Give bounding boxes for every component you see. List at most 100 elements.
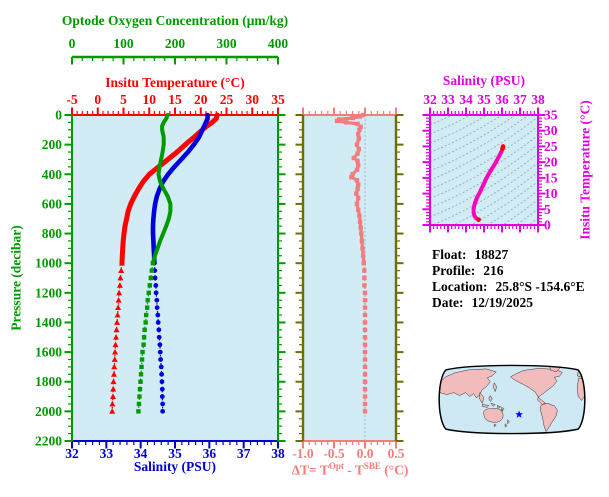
data-marker xyxy=(355,186,360,192)
data-marker xyxy=(362,342,368,347)
delta-label-prefix: ΔT= T xyxy=(291,462,329,478)
data-marker xyxy=(111,356,118,362)
data-marker xyxy=(362,349,368,355)
data-marker xyxy=(362,386,368,392)
data-marker xyxy=(356,146,361,152)
delta-label-sup-sbe: SBE xyxy=(363,461,381,471)
tick-label: 15 xyxy=(168,92,182,107)
data-marker xyxy=(155,312,161,318)
data-marker xyxy=(136,401,142,407)
tick-label: 36 xyxy=(495,92,509,107)
tick-label: 33 xyxy=(441,92,455,107)
density-contour-line xyxy=(431,162,538,225)
data-marker xyxy=(350,172,355,177)
data-marker xyxy=(355,207,361,213)
data-marker xyxy=(154,305,160,311)
data-marker xyxy=(116,289,123,296)
data-marker xyxy=(361,260,366,266)
data-marker xyxy=(160,401,166,407)
island-timor xyxy=(501,407,505,411)
density-contour-line xyxy=(430,115,503,153)
continent-eurasia xyxy=(439,368,497,399)
delta-deep-line xyxy=(363,263,366,412)
profile-series-salinity xyxy=(150,112,210,414)
tick-label: 200 xyxy=(42,137,63,152)
island-java xyxy=(496,405,501,409)
tick-label: 34 xyxy=(459,92,473,107)
data-marker xyxy=(141,342,146,347)
tick-label: 20 xyxy=(194,92,208,107)
pressure-axis-title: Pressure (decibar) xyxy=(8,225,24,331)
density-contour-line xyxy=(430,115,517,163)
tick-label: 0.5 xyxy=(388,446,405,461)
data-marker xyxy=(354,201,360,207)
data-marker xyxy=(358,225,363,230)
data-marker xyxy=(349,175,354,180)
tick-label: 15 xyxy=(544,170,558,185)
delta-label-suffix: (°C) xyxy=(380,462,409,478)
data-marker xyxy=(109,408,116,414)
tick-label: 32 xyxy=(423,92,437,107)
profile-deep-line xyxy=(153,263,164,412)
data-marker xyxy=(118,267,125,273)
data-marker xyxy=(110,371,117,377)
data-marker xyxy=(157,349,163,355)
data-marker xyxy=(160,408,166,414)
data-marker xyxy=(359,238,365,244)
island-japan xyxy=(493,382,497,392)
tick-label: 1000 xyxy=(35,256,62,271)
tick-label: 800 xyxy=(42,226,63,241)
data-marker xyxy=(155,320,161,325)
data-marker xyxy=(357,213,362,218)
profile-series-oxygen xyxy=(136,113,173,414)
tick-label: 30 xyxy=(544,123,558,138)
tick-label: 0 xyxy=(55,108,62,123)
data-marker xyxy=(355,151,360,156)
data-marker xyxy=(115,297,122,303)
data-marker xyxy=(109,400,116,407)
data-marker xyxy=(116,282,123,288)
data-marker xyxy=(157,342,163,348)
data-marker xyxy=(115,304,122,311)
data-marker xyxy=(362,401,368,407)
data-marker xyxy=(362,312,368,318)
continent-africa-east-edge xyxy=(576,377,585,401)
float-location-star xyxy=(515,410,523,418)
data-marker xyxy=(362,275,367,281)
data-marker xyxy=(362,372,368,377)
data-marker xyxy=(351,155,357,161)
data-marker xyxy=(113,334,120,340)
tick-label: 33 xyxy=(100,446,114,461)
density-contour-line xyxy=(430,135,538,199)
data-marker xyxy=(355,163,361,168)
data-marker xyxy=(362,283,367,288)
tick-label: 37 xyxy=(513,92,527,107)
density-contour-line xyxy=(452,171,538,225)
island-borneo xyxy=(482,404,490,408)
data-marker xyxy=(110,385,117,392)
density-contour-line xyxy=(430,116,538,181)
tick-label: 25 xyxy=(220,92,234,107)
float-id-value: 18827 xyxy=(474,247,509,262)
tick-label: 0 xyxy=(94,92,101,107)
data-marker xyxy=(149,268,155,273)
data-marker xyxy=(159,379,165,385)
ts-temperature-axis-title: Insitu Temperature (°C) xyxy=(577,100,593,240)
data-marker xyxy=(362,409,368,414)
data-marker xyxy=(113,326,120,333)
salinity-axis-title: Salinity (PSU) xyxy=(133,459,217,474)
data-marker xyxy=(355,158,360,164)
density-contour-line xyxy=(430,115,530,172)
data-marker xyxy=(142,327,147,333)
oxygen-axis-title: Optode Oxygen Concentration (μm/kg) xyxy=(61,13,289,28)
data-marker xyxy=(150,260,156,266)
tick-label: 20 xyxy=(544,155,558,170)
data-marker xyxy=(143,320,148,325)
tick-label: 2200 xyxy=(35,434,62,449)
tick-label: 0 xyxy=(69,36,76,51)
profile-deep-line xyxy=(137,263,154,412)
data-marker xyxy=(362,327,368,333)
data-marker xyxy=(154,297,160,303)
tick-label: 5 xyxy=(120,92,127,107)
data-marker xyxy=(357,114,363,119)
